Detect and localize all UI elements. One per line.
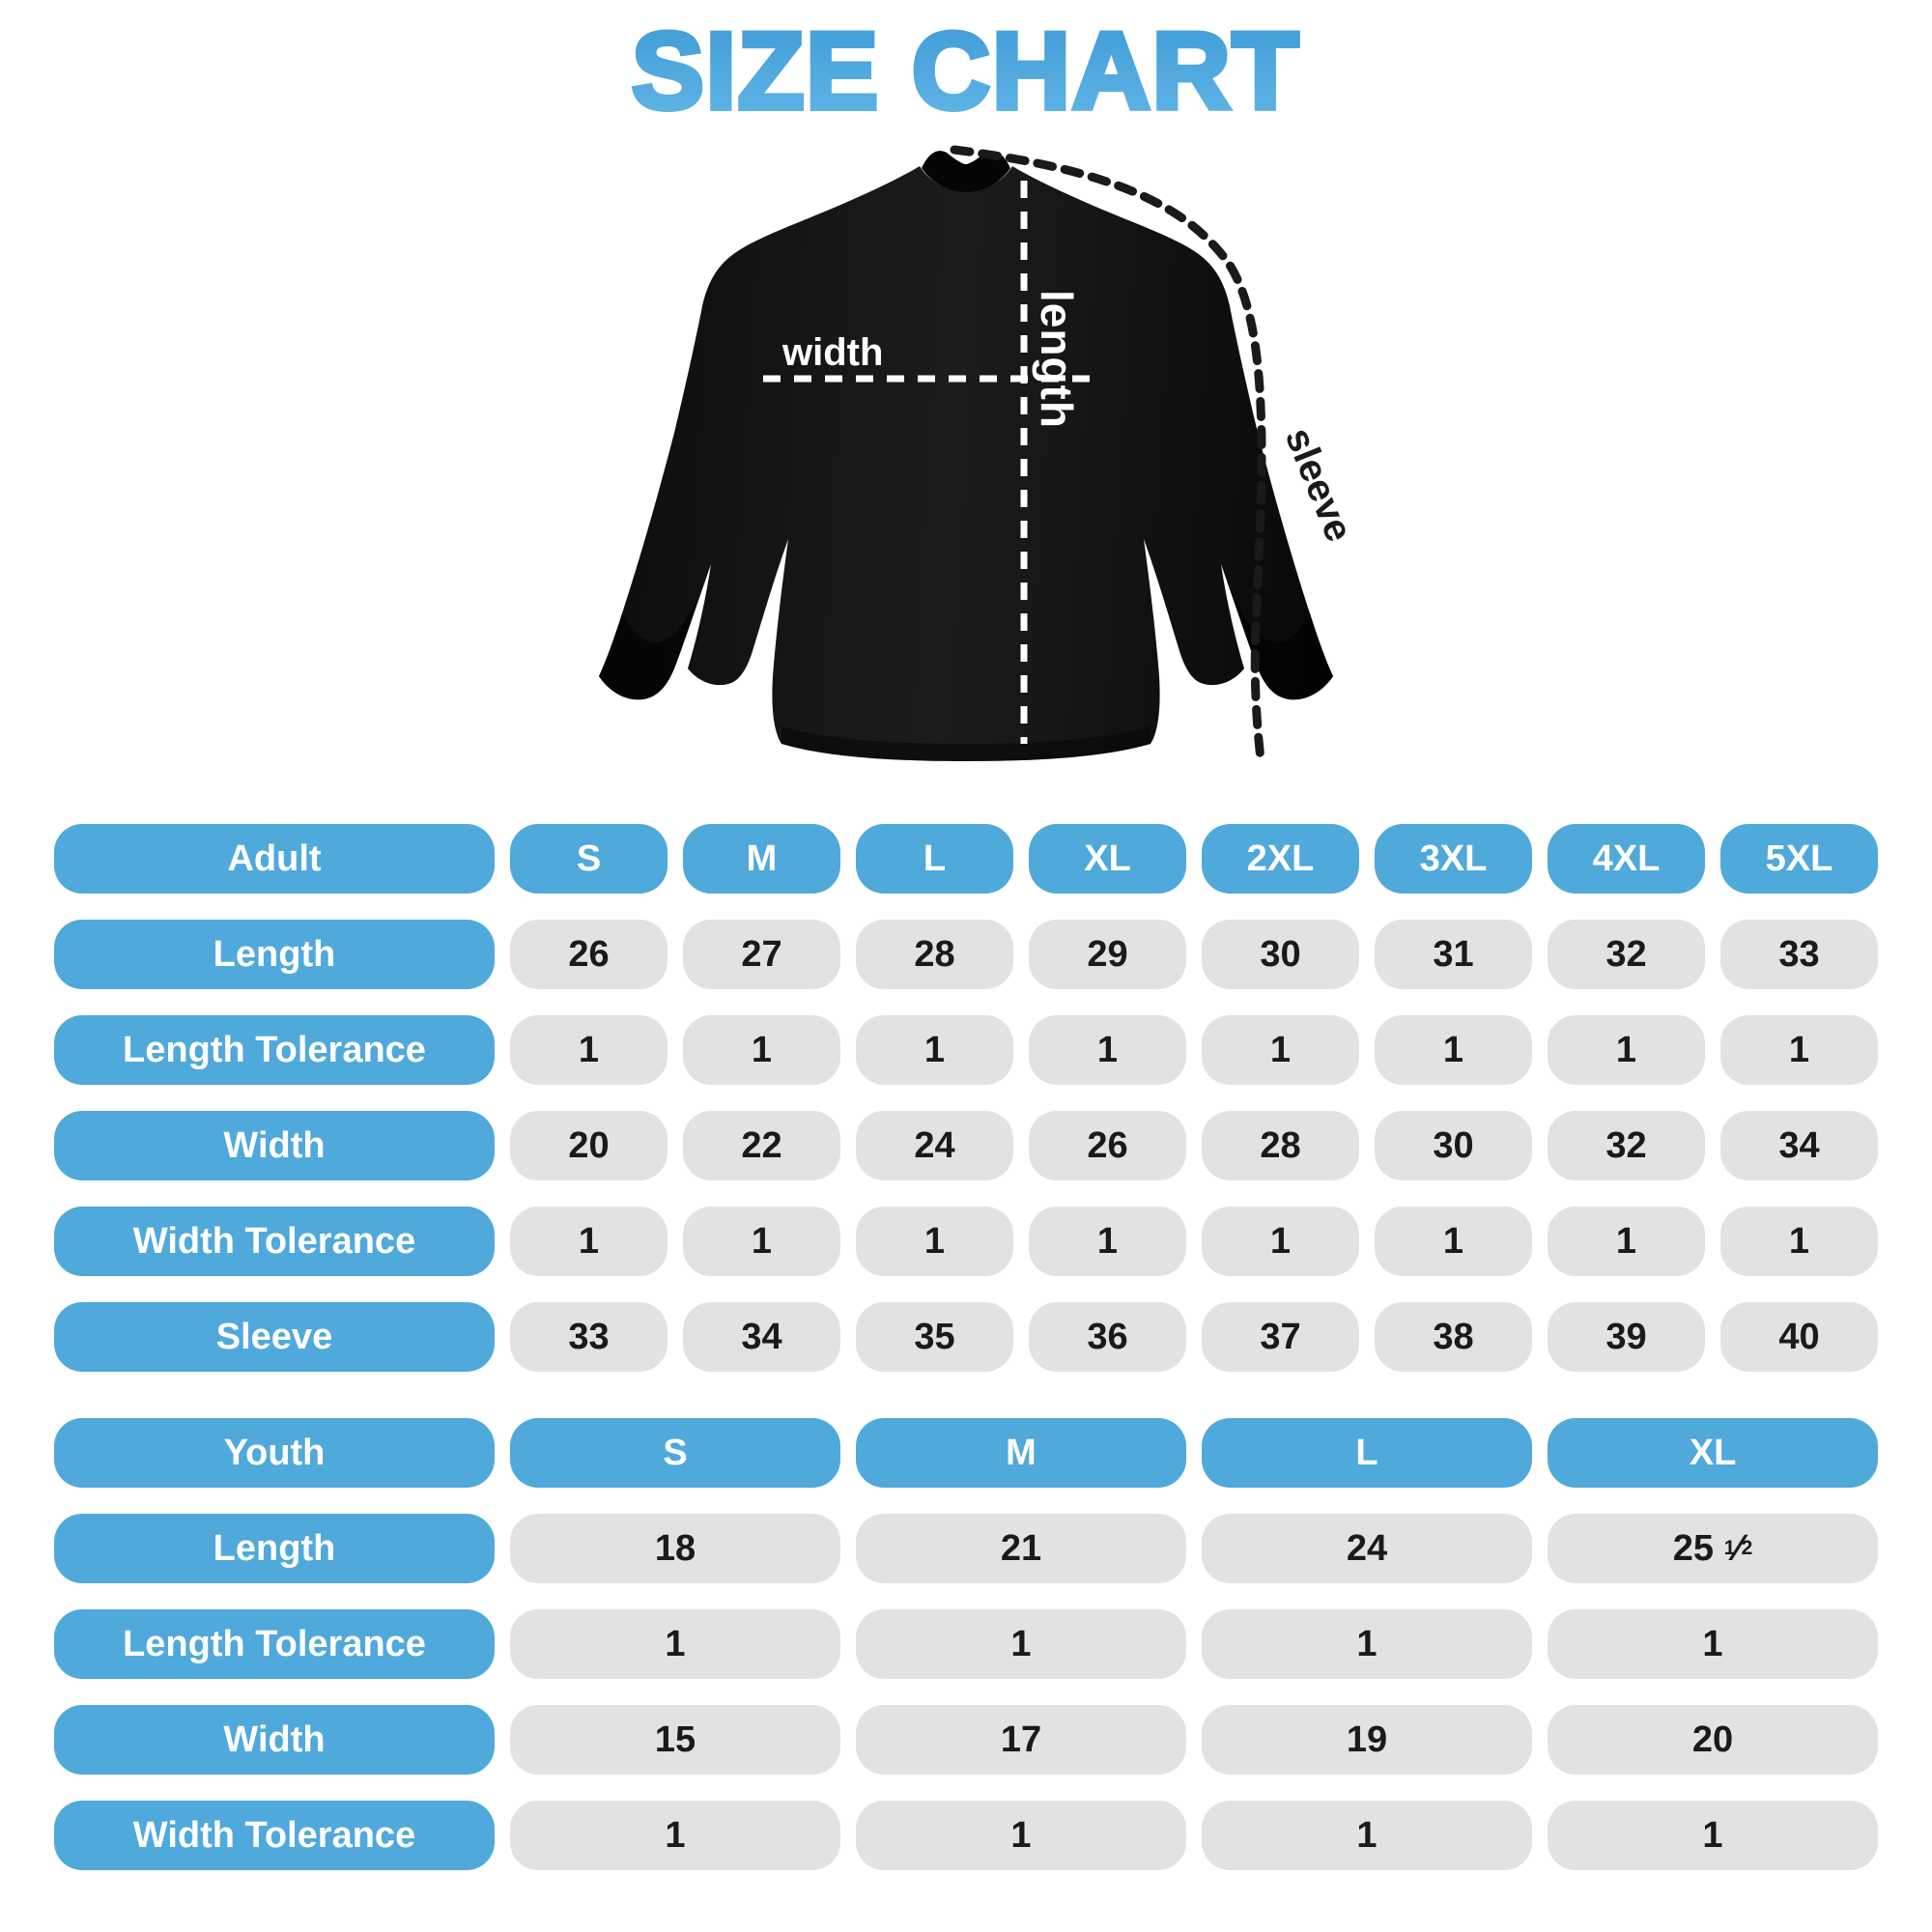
svg-text:width: width — [781, 331, 883, 374]
svg-text:sleeve: sleeve — [1277, 422, 1361, 548]
svg-text:length: length — [1032, 290, 1082, 429]
